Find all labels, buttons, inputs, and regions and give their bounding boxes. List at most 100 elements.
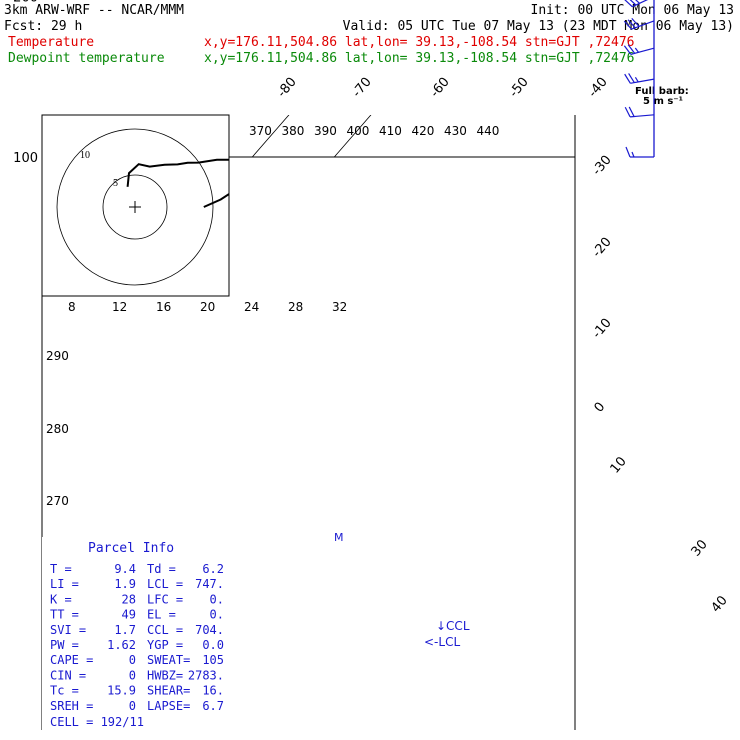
- parcel-row-label: CIN =: [50, 668, 86, 682]
- parcel-row-label: CCL =: [147, 623, 183, 637]
- parcel-row-value: 0.: [210, 592, 224, 606]
- isotherm-label: -20: [590, 235, 615, 261]
- parcel-row-label: PW =: [50, 638, 79, 652]
- isotherm-label: -10: [590, 316, 615, 342]
- parcel-row-label: Tc =: [50, 684, 79, 698]
- theta-label: 390: [314, 124, 337, 138]
- parcel-row-label: T =: [50, 562, 72, 576]
- parcel-cell: CELL = 192/11: [50, 715, 144, 729]
- pressure-label: 100: [13, 151, 38, 166]
- dewpoint-legend: Dewpoint temperature: [8, 51, 165, 66]
- theta-label: 430: [444, 124, 467, 138]
- speed-scale-label: 8: [68, 300, 76, 314]
- parcel-row-label: LAPSE=: [147, 699, 190, 713]
- parcel-panel-background: [42, 537, 232, 732]
- parcel-row-value: 0: [129, 699, 136, 713]
- isotherm-label: 40: [709, 593, 731, 615]
- parcel-row-label: SVI =: [50, 623, 86, 637]
- parcel-row-value: 9.4: [114, 562, 136, 576]
- parcel-row-value: 2783.: [188, 668, 224, 682]
- dewpoint-location: x,y=176.11,504.86 lat,lon= 39.13,-108.54…: [204, 51, 634, 66]
- parcel-row-value: 0.0: [202, 638, 224, 652]
- parcel-row-value: 1.7: [114, 623, 136, 637]
- theta-label: 410: [379, 124, 402, 138]
- parcel-row-label: K =: [50, 592, 72, 606]
- isotherm-label: 0: [592, 400, 609, 416]
- speed-scale-label: 20: [200, 300, 215, 314]
- parcel-row-value: 0: [129, 653, 136, 667]
- speed-scale-label: 28: [288, 300, 303, 314]
- temperature-location: x,y=176.11,504.86 lat,lon= 39.13,-108.54…: [204, 35, 634, 50]
- lcl-marker: <-LCL: [424, 635, 460, 649]
- parcel-row-value: 747.: [195, 577, 224, 591]
- ccl-marker: ↓CCL: [436, 619, 470, 633]
- parcel-row-value: 15.9: [107, 684, 136, 698]
- isotherm-label: 10: [608, 454, 630, 476]
- model-title: 3km ARW-WRF -- NCAR/MMM: [4, 3, 184, 18]
- parcel-row-value: 105: [202, 653, 224, 667]
- theta-label: 370: [249, 124, 272, 138]
- wind-barb: [624, 0, 649, 8]
- full-barb-unit: 5 m s⁻¹: [643, 96, 683, 107]
- parcel-row-label: LFC =: [147, 592, 183, 606]
- isotherm-label: -60: [428, 75, 453, 101]
- temperature-legend: Temperature: [8, 35, 94, 50]
- isotherm-label: -30: [590, 153, 615, 179]
- parcel-row-value: 0.: [210, 608, 224, 622]
- parcel-info-title: Parcel Info: [88, 541, 174, 556]
- pressure-label: 200: [13, 0, 38, 6]
- speed-scale-label: 24: [244, 300, 259, 314]
- parcel-row-value: 6.2: [202, 562, 224, 576]
- isotherm-label: 30: [689, 537, 711, 559]
- hodograph-ring-label: 10: [80, 150, 90, 161]
- theta-label: 440: [477, 124, 500, 138]
- parcel-row-label: EL =: [147, 608, 176, 622]
- init-time: Init: 00 UTC Mon 06 May 13: [531, 3, 735, 18]
- parcel-row-value: 28: [122, 592, 136, 606]
- parcel-info-panel: Parcel Info T = 9.4 Td = 6.2 LI = 1.9 LCL = 747…: [42, 537, 232, 732]
- wind-barb: [623, 44, 655, 55]
- parcel-row-label: TT =: [50, 608, 79, 622]
- parcel-row-label: Td =: [147, 562, 176, 576]
- valid-time: Valid: 05 UTC Tue 07 May 13 (23 MDT Mon …: [343, 19, 734, 34]
- parcel-row-label: SHEAR=: [147, 684, 190, 698]
- parcel-row-value: 1.62: [107, 638, 136, 652]
- isotherm-label: -70: [350, 75, 375, 101]
- parcel-row-label: SREH =: [50, 699, 93, 713]
- hodograph: 5 10: [41, 114, 230, 297]
- hodograph-ring: [102, 174, 168, 240]
- parcel-row-label: LI =: [50, 577, 79, 591]
- parcel-row-label: LCL =: [147, 577, 183, 591]
- hodograph-ring-label: 5: [113, 178, 118, 189]
- theta-label: 420: [412, 124, 435, 138]
- hodograph-ring: [56, 128, 214, 286]
- parcel-row-label: CAPE =: [50, 653, 93, 667]
- isotherm-label: -40: [586, 75, 611, 101]
- speed-scale-label: 12: [112, 300, 127, 314]
- wind-barb: [625, 146, 654, 158]
- wind-barb: [624, 73, 655, 84]
- parcel-row-label: YGP =: [147, 638, 183, 652]
- m-marker: M: [334, 531, 344, 544]
- wind-barb: [624, 106, 655, 118]
- parcel-row-value: 49: [122, 608, 136, 622]
- forecast-hour: Fcst: 29 h: [4, 19, 82, 34]
- wind-barb: [623, 17, 655, 30]
- speed-scale-label: 16: [156, 300, 171, 314]
- parcel-row-label: HWBZ=: [147, 668, 183, 682]
- parcel-row-value: 6.7: [202, 699, 224, 713]
- hodograph-trace: [126, 158, 229, 208]
- theta-label-left: 290: [46, 349, 69, 363]
- parcel-row-value: 0: [129, 668, 136, 682]
- full-barb-label: Full barb:: [635, 86, 689, 97]
- parcel-row-value: 16.: [202, 684, 224, 698]
- isotherm-label: -80: [275, 75, 300, 101]
- theta-label: 400: [347, 124, 370, 138]
- theta-label-left: 270: [46, 494, 69, 508]
- parcel-row-value: 1.9: [114, 577, 136, 591]
- isotherm-label: -50: [507, 75, 532, 101]
- speed-scale-label: 32: [332, 300, 347, 314]
- theta-label-left: 280: [46, 422, 69, 436]
- parcel-row-value: 704.: [195, 623, 224, 637]
